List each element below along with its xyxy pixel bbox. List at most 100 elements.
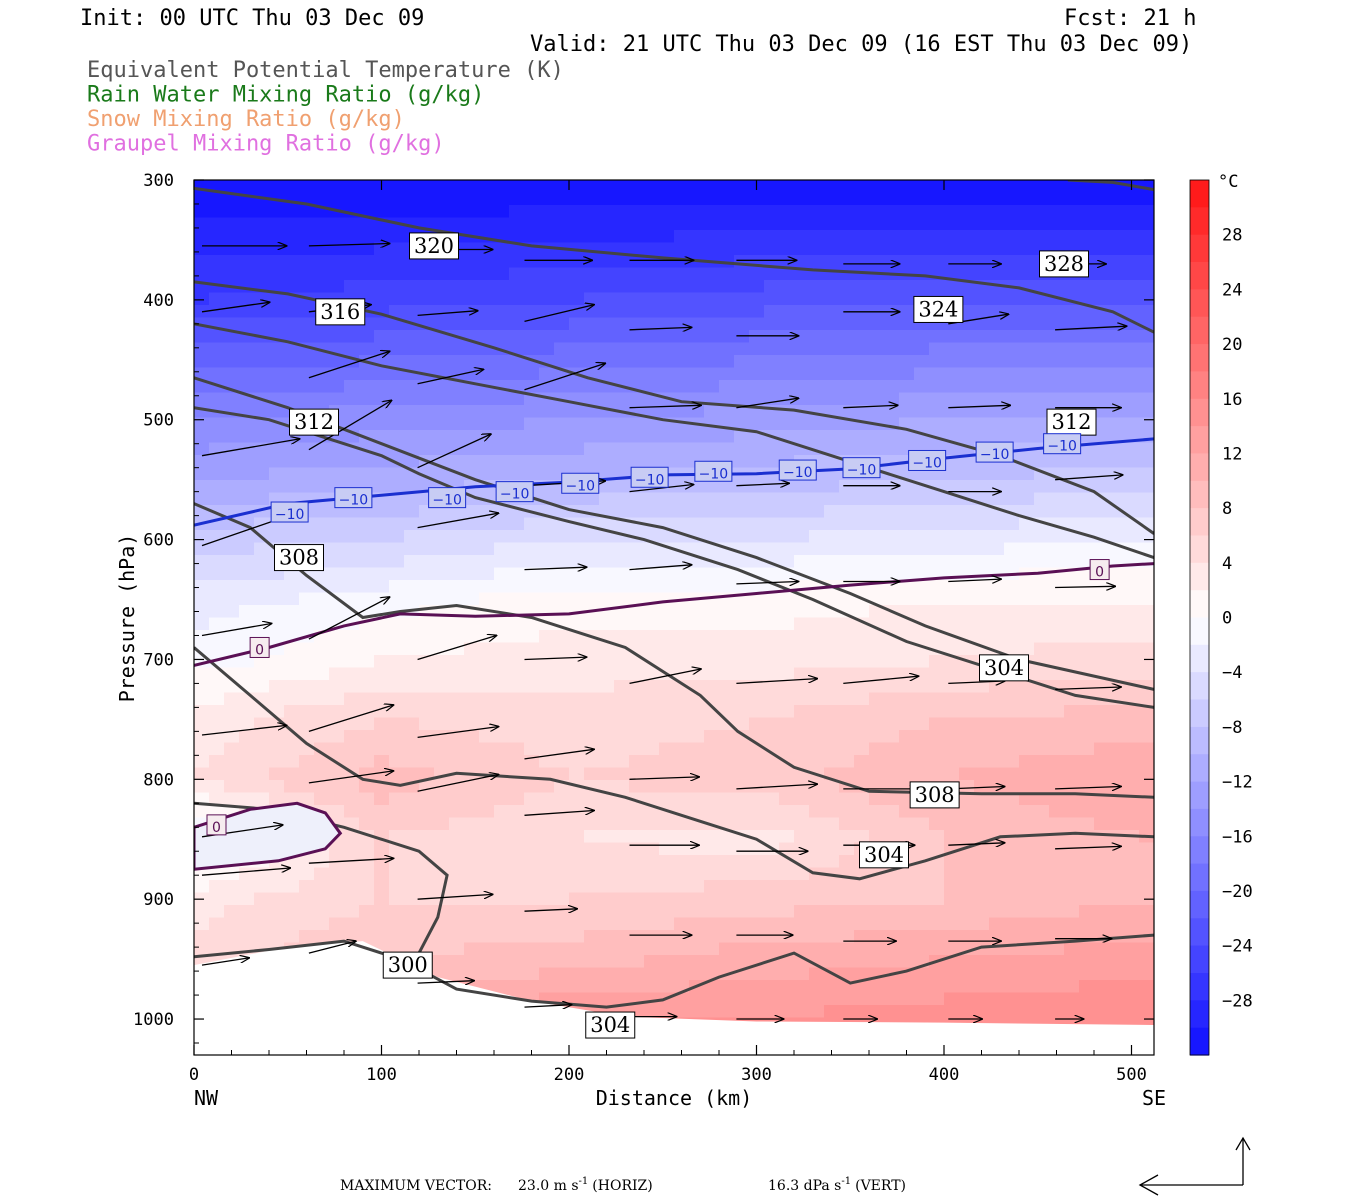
temperature-cell — [659, 905, 675, 919]
temperature-cell — [494, 367, 510, 381]
temperature-cell — [389, 580, 405, 594]
temperature-cell — [1064, 867, 1080, 881]
temperature-cell — [1049, 1005, 1065, 1019]
temperature-cell — [989, 467, 1005, 481]
temperature-cell — [1034, 792, 1050, 806]
svg-text:304: 304 — [590, 1013, 630, 1037]
temperature-cell — [479, 580, 495, 594]
temperature-cell — [974, 430, 990, 444]
temperature-cell — [914, 605, 930, 619]
temperature-cell — [884, 917, 900, 931]
temperature-cell — [614, 205, 630, 219]
temperature-cell — [1094, 480, 1110, 494]
temperature-cell — [524, 455, 540, 469]
temperature-cell — [914, 255, 930, 269]
temperature-cell — [224, 580, 240, 594]
temperature-cell — [644, 355, 660, 369]
temperature-cell — [239, 217, 255, 231]
temperature-cell — [1139, 692, 1154, 706]
temperature-cell — [569, 580, 585, 594]
temperature-cell — [194, 417, 210, 431]
temperature-cell — [884, 205, 900, 219]
temperature-cell — [779, 367, 795, 381]
temperature-cell — [929, 605, 945, 619]
temperature-cell — [314, 217, 330, 231]
temperature-cell — [539, 917, 555, 931]
temperature-cell — [884, 955, 900, 969]
temperature-cell — [749, 542, 765, 556]
temperature-cell — [629, 442, 645, 456]
temperature-cell — [404, 342, 420, 356]
temperature-cell — [584, 217, 600, 231]
colorbar-bin — [1190, 453, 1209, 482]
temperature-cell — [854, 905, 870, 919]
temperature-cell — [299, 217, 315, 231]
temperature-cell — [1079, 467, 1095, 481]
temperature-cell — [224, 255, 240, 269]
temperature-cell — [884, 742, 900, 756]
temperature-cell — [1094, 342, 1110, 356]
temperature-cell — [884, 280, 900, 294]
temperature-cell — [254, 217, 270, 231]
temperature-cell — [944, 555, 960, 569]
temperature-cell — [299, 767, 315, 781]
temperature-cell — [404, 392, 420, 406]
temperature-cell — [674, 317, 690, 331]
temperature-cell — [929, 980, 945, 994]
temperature-cell — [569, 905, 585, 919]
temperature-cell — [989, 742, 1005, 756]
temperature-cell — [1049, 817, 1065, 831]
temperature-cell — [1124, 330, 1140, 344]
temperature-cell — [899, 692, 915, 706]
temperature-cell — [824, 730, 840, 744]
temperature-cell — [1049, 967, 1065, 981]
temperature-cell — [764, 492, 780, 506]
temperature-cell — [374, 742, 390, 756]
temperature-cell — [254, 917, 270, 931]
temperature-cell — [989, 767, 1005, 781]
temperature-cell — [809, 692, 825, 706]
temperature-cell — [599, 842, 615, 856]
temperature-cell — [479, 942, 495, 956]
temperature-cell — [704, 742, 720, 756]
temperature-cell — [944, 467, 960, 481]
temperature-cell — [854, 980, 870, 994]
temperature-cell — [329, 380, 345, 394]
temperature-cell — [239, 792, 255, 806]
temperature-cell — [1064, 655, 1080, 669]
temperature-cell — [284, 380, 300, 394]
temperature-cell — [509, 267, 525, 281]
temperature-cell — [389, 330, 405, 344]
temperature-cell — [284, 255, 300, 269]
temperature-cell — [974, 705, 990, 719]
temperature-cell — [974, 317, 990, 331]
colorbar-bin — [1190, 344, 1209, 372]
temperature-cell — [359, 230, 375, 244]
temperature-cell — [1019, 467, 1035, 481]
temperature-cell — [854, 917, 870, 931]
temperature-cell — [464, 630, 480, 644]
temperature-cell — [914, 330, 930, 344]
temperature-cell — [839, 767, 855, 781]
temperature-cell — [269, 255, 285, 269]
temperature-cell — [884, 667, 900, 681]
temperature-cell — [974, 292, 990, 306]
temperature-cell — [224, 692, 240, 706]
temperature-cell — [764, 980, 780, 994]
temperature-cell — [839, 830, 855, 844]
temperature-cell — [734, 880, 750, 894]
temperature-cell — [509, 880, 525, 894]
temperature-cell — [524, 705, 540, 719]
temperature-cell — [194, 767, 210, 781]
temperature-cell — [1049, 380, 1065, 394]
temperature-cell — [329, 355, 345, 369]
temperature-cell — [944, 542, 960, 556]
temperature-cell — [779, 242, 795, 256]
temperature-cell — [644, 580, 660, 594]
temperature-cell — [329, 642, 345, 656]
temperature-cell — [809, 230, 825, 244]
temperature-cell — [599, 542, 615, 556]
temperature-cell — [314, 705, 330, 719]
temperature-cell — [1064, 592, 1080, 606]
temperature-cell — [704, 805, 720, 819]
